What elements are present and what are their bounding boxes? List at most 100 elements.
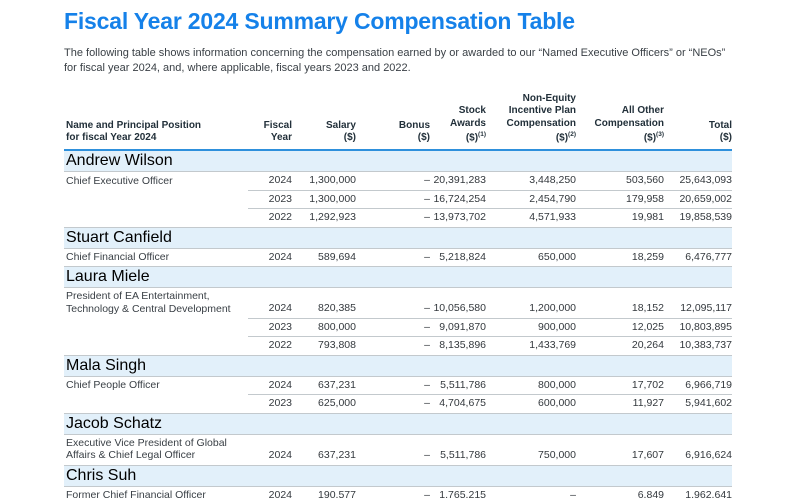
cell-total: 5,941,602 [664,394,732,414]
cell-stock: 10,056,580 [433,302,486,315]
cell-total: 6,966,719 [685,378,732,391]
header-footnote: (1) [478,131,486,139]
cell-total: 1,962,641 [685,488,732,498]
officer-name-band: Chris Suh [64,464,732,487]
cell-neip: 2,454,790 [486,189,576,209]
cell-bonus: – [424,302,430,315]
cell-salary: 1,300,000 [292,189,356,209]
cell-bonus: – [356,317,430,337]
cell-stock: 20,391,283 [433,174,486,187]
col-header-other: All Other Compensation ($)(3) [576,92,664,152]
position-cell: Chief People Officer [64,376,248,395]
header-line: Fiscal [263,119,292,131]
table-row: 2023 1,300,000–16,724,254 2,454,790 179,958… [64,189,732,209]
position-line: Former Chief Financial Officer [66,489,206,498]
officer-name-band: Stuart Canfield [64,226,732,249]
cell-salary: 190,577 [318,488,356,498]
cell-total: 25,643,093 [679,174,732,187]
position-line: Chief Executive Officer [66,174,173,187]
table-row: Chief Financial Officer 2024 589,694 –5,218… [64,248,732,267]
officer-name-band: Jacob Schatz [64,412,732,435]
cell-neip: 900,000 [486,317,576,337]
header-line: Compensation [594,118,664,130]
cell-stock: 4,704,675 [430,394,486,414]
officer-name: Chris Suh [66,466,137,484]
officer-band-row: Stuart Canfield [64,226,732,249]
position-cell [64,318,248,337]
cell-other: 18,152 [631,302,664,315]
cell-stock: 13,973,702 [430,208,486,228]
cell-bonus: – [356,336,430,356]
officer-band-row: Chris Suh [64,464,732,487]
cell-bonus: – [424,488,430,498]
cell-neip: – [570,488,576,498]
header-line: ($)(1) [465,131,486,144]
cell-salary: 820,385 [318,302,356,315]
position-cell [64,190,248,209]
col-header-bonus: Bonus ($) [356,92,430,152]
cell-neip: 4,571,933 [486,208,576,228]
cell-other: 11,927 [576,394,664,414]
cell-salary: 637,231 [318,378,356,391]
cell-neip: 600,000 [486,394,576,414]
position-cell: President of EA Entertainment, Technology… [64,288,248,319]
table-body: Andrew Wilson Chief Executive Officer 2024… [64,150,732,498]
cell-total: 19,858,539 [664,208,732,228]
table-row: President of EA Entertainment, Technology… [64,288,732,319]
cell-other: 19,981 [576,208,664,228]
header-line: All Other [621,105,664,117]
header-line: ($) [719,132,732,144]
officer-name-band: Mala Singh [64,354,732,377]
position-cell [64,209,248,228]
header-line: Incentive Plan [508,105,576,117]
position-cell: Chief Executive Officer [64,172,248,191]
cell-total: 20,659,002 [664,189,732,209]
officer-band-row: Jacob Schatz [64,412,732,435]
cell-other: 20,264 [576,336,664,356]
page-title: Fiscal Year 2024 Summary Compensation Ta… [64,8,575,34]
cell-year: 2022 [248,336,292,356]
cell-total: 10,803,895 [664,317,732,337]
cell-other: 17,702 [631,378,664,391]
cell-bonus: – [424,449,430,462]
table-row: Executive Vice President of Global Affair… [64,434,732,465]
cell-total: 10,383,737 [664,336,732,356]
header-line: Year [270,132,292,144]
cell-bonus: – [424,174,430,187]
table-row: 2023 800,000–9,091,870 900,000 12,025 10,803… [64,317,732,337]
page-subtitle: The following table shows information co… [64,47,726,74]
cell-other: 503,560 [626,174,664,187]
header-line: Bonus [398,119,430,131]
officer-name: Stuart Canfield [66,228,172,246]
col-header-name: Name and Principal Position for fiscal Ye… [64,92,248,152]
officer-band-row: Laura Miele [64,266,732,289]
cell-other: 18,259 [631,250,664,263]
cell-year: 2024 [268,250,292,263]
cell-neip: 1,200,000 [529,302,576,315]
cell-year: 2023 [248,317,292,337]
table-row: 2023 625,000–4,704,675 600,000 11,927 5,941,… [64,394,732,414]
header-line: Non-Equity [522,92,576,104]
header-line: ($) [343,132,356,144]
table-header: Name and Principal Position for fiscal Ye… [64,92,732,152]
cell-total: 6,916,624 [685,449,732,462]
officer-name: Laura Miele [66,268,150,286]
cell-other: 12,025 [576,317,664,337]
officer-name-band: Laura Miele [64,266,732,289]
header-line: Name and Principal Position [66,119,202,131]
header-line: Salary [325,119,356,131]
cell-other: 6,849 [637,488,664,498]
header-line: ($)(3) [643,131,664,144]
position-line: President of EA Entertainment, [66,290,210,303]
position-cell: Chief Financial Officer [64,248,248,267]
cell-salary: 625,000 [292,394,356,414]
cell-year: 2023 [248,394,292,414]
cell-other: 17,607 [631,449,664,462]
officer-name: Jacob Schatz [66,414,163,432]
cell-bonus: – [424,250,430,263]
header-line: Total [708,119,732,131]
cell-stock: 1,765,215 [439,488,486,498]
cell-year: 2023 [248,189,292,209]
cell-stock: 16,724,254 [430,189,486,209]
cell-stock: 8,135,896 [430,336,486,356]
